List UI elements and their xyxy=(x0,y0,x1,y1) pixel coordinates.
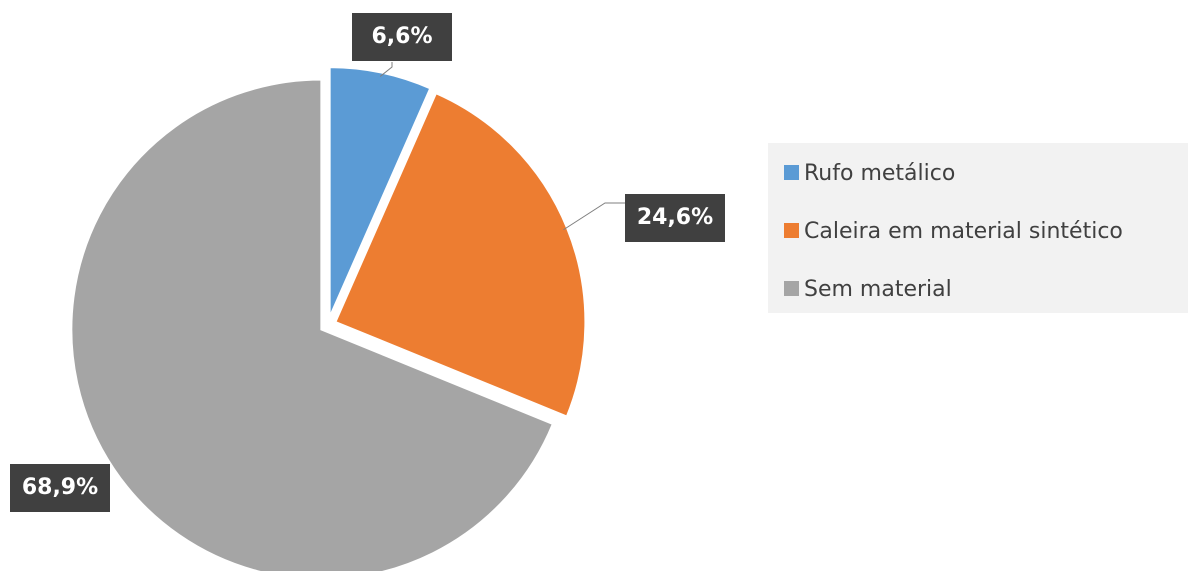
label-box xyxy=(352,13,452,61)
label-box xyxy=(625,194,725,242)
legend-label: Caleira em material sintético xyxy=(804,219,1123,244)
data-label: 68,9% xyxy=(22,475,98,500)
legend-swatch xyxy=(784,281,799,296)
leader-line xyxy=(563,202,625,231)
label-box xyxy=(10,464,110,512)
data-label: 6,6% xyxy=(371,24,432,49)
legend-swatch xyxy=(784,165,799,180)
legend-swatch xyxy=(784,223,799,238)
leader-line xyxy=(379,62,393,77)
legend-box xyxy=(768,143,1188,313)
pie-slice xyxy=(328,66,432,318)
data-label: 24,6% xyxy=(637,205,713,230)
legend-label: Rufo metálico xyxy=(804,161,955,186)
pie-slice xyxy=(334,91,587,418)
pie-slice xyxy=(70,78,555,571)
legend-label: Sem material xyxy=(804,277,952,302)
